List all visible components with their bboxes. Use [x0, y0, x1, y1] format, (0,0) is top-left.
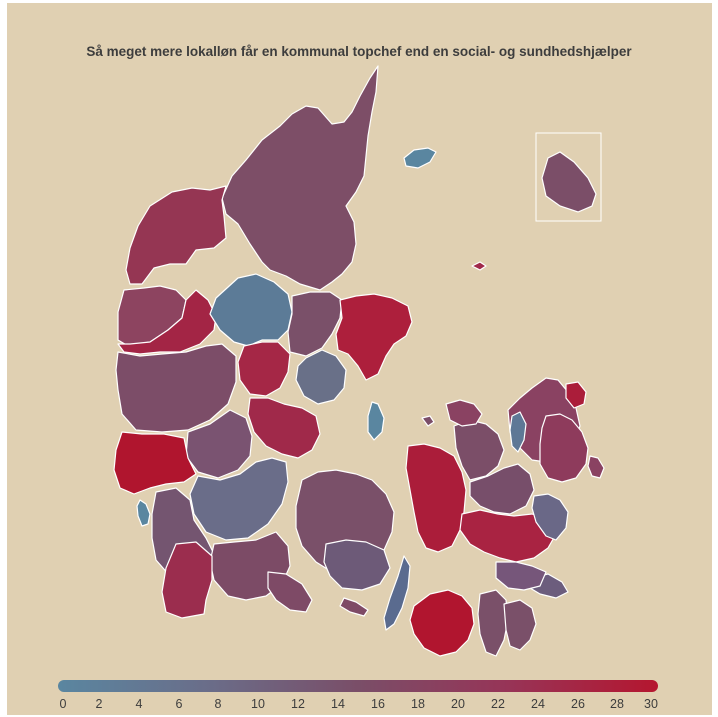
region-kobenhavn[interactable]	[539, 413, 589, 483]
region-esbjerg[interactable]	[113, 431, 197, 495]
region-anholt[interactable]	[471, 261, 487, 271]
map-title: Så meget mere lokalløn får en kommunal t…	[86, 44, 632, 59]
region-stevns[interactable]	[531, 493, 569, 541]
region-vordingborg[interactable]	[495, 561, 547, 591]
region-falster[interactable]	[477, 589, 509, 657]
legend-tick-0: 0	[59, 697, 67, 711]
region-laeso[interactable]	[403, 147, 437, 169]
region-aero[interactable]	[339, 597, 369, 617]
region-brande[interactable]	[185, 409, 253, 479]
region-aarhus[interactable]	[295, 349, 347, 405]
legend-tick-22: 22	[491, 697, 505, 711]
region-vejle[interactable]	[189, 457, 289, 541]
legend-tick-4: 4	[135, 697, 143, 711]
legend-tick-26: 26	[571, 697, 585, 711]
region-horsens[interactable]	[247, 397, 321, 459]
region-roskilde-fjord[interactable]	[509, 411, 527, 453]
bornholm-inset-frame	[535, 132, 602, 222]
region-herning[interactable]	[115, 343, 237, 433]
region-nordjylland[interactable]	[221, 65, 379, 291]
legend-tick-6: 6	[175, 697, 183, 711]
legend-tick-8: 8	[214, 697, 222, 711]
region-silkeborg[interactable]	[237, 341, 291, 397]
region-lolland[interactable]	[409, 589, 475, 657]
region-randers[interactable]	[287, 291, 343, 357]
region-thy[interactable]	[125, 185, 227, 285]
legend-tick-30: 30	[644, 697, 658, 711]
region-ringsted[interactable]	[469, 463, 535, 515]
region-als[interactable]	[267, 571, 313, 613]
region-vestsjaelland[interactable]	[405, 443, 467, 553]
legend-tick-12: 12	[291, 697, 305, 711]
region-fano[interactable]	[136, 499, 151, 527]
region-langeland[interactable]	[383, 555, 411, 631]
legend-tick-24: 24	[531, 697, 545, 711]
legend-tick-16: 16	[371, 697, 385, 711]
region-tonder[interactable]	[161, 541, 213, 619]
legend-tick-18: 18	[411, 697, 425, 711]
region-odsherred[interactable]	[445, 399, 483, 427]
region-sejero[interactable]	[421, 415, 435, 427]
region-holbaek[interactable]	[453, 419, 505, 481]
region-bornholm[interactable]	[541, 151, 597, 213]
legend-tick-28: 28	[610, 697, 624, 711]
region-guldborgsund[interactable]	[503, 599, 537, 651]
region-djursland[interactable]	[335, 293, 413, 381]
region-amager[interactable]	[587, 455, 605, 479]
region-svendborg[interactable]	[323, 539, 391, 591]
region-viborg[interactable]	[209, 273, 293, 347]
legend-tick-10: 10	[251, 697, 265, 711]
region-helsingor[interactable]	[565, 381, 587, 409]
legend-tick-2: 2	[95, 697, 103, 711]
region-sydsjaelland[interactable]	[459, 509, 557, 563]
legend-color-bar	[58, 680, 658, 692]
legend-tick-14: 14	[331, 697, 345, 711]
region-samso[interactable]	[367, 401, 385, 441]
legend-tick-20: 20	[451, 697, 465, 711]
